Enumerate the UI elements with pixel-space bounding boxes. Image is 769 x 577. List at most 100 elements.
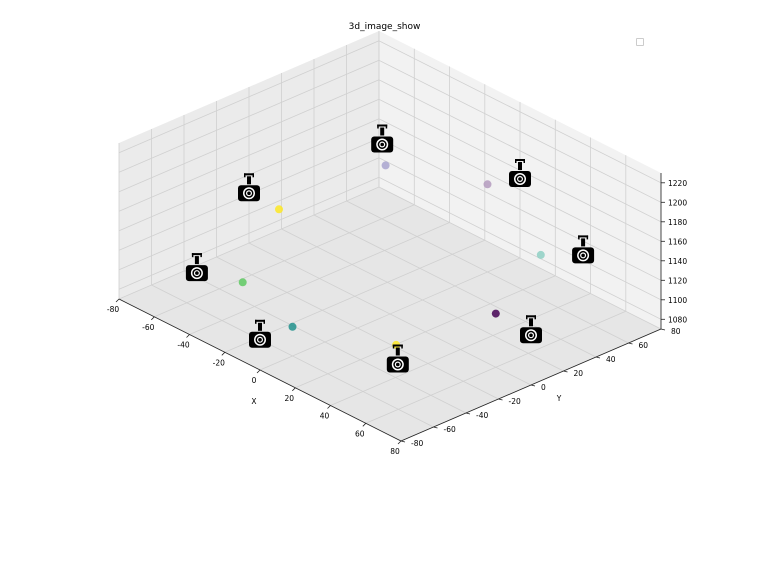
data-point [536,250,545,259]
camera-icon [509,159,531,187]
camera-lens-center [518,177,522,181]
camera-top-bar [515,159,525,161]
camera-top-left [191,253,194,258]
data-point [275,205,283,214]
camera-lens-center [195,271,199,275]
x-tick-label: -20 [213,358,225,367]
x-tick [186,334,190,338]
grid-z-back [378,137,662,281]
y-tick-label: 0 [541,383,546,392]
grid-z-left [118,176,380,290]
y-tick [595,356,601,359]
x-tick-label: 60 [355,429,365,438]
y-tick [628,342,633,345]
camera-lens-center [247,191,251,196]
camera-top-right [252,173,254,178]
y-tick-label: 40 [606,355,616,364]
camera-top-bar [526,315,536,318]
grid-z-left [118,157,380,271]
z-tick-label: 1080 [668,315,687,324]
camera-top-left [578,235,580,240]
camera-top-left [255,319,257,324]
grid-z-back [378,157,662,301]
grid-y-floor [183,270,467,414]
camera-top-right [401,344,403,349]
camera-top-bar [578,235,589,238]
y-tick-label: -20 [509,397,521,406]
camera-icon [386,344,409,373]
camera-top-left [515,159,517,163]
z-tick-label: 1100 [668,296,687,305]
camera-stem [395,347,400,356]
x-tick-label: -80 [107,305,119,314]
camera-top-bar [392,344,403,347]
legend [636,38,644,46]
camera-stem [194,256,199,265]
x-tick-label: 40 [320,412,330,421]
data-point [288,322,297,331]
tick-labels: -80 -60 -40 -20 0 20 40 60 80 -80 -60 -40 -20 0 20 40 60… [107,179,687,456]
x-tick [327,405,331,409]
camera-stem [581,238,586,247]
x-tick [397,440,402,445]
y-tick [465,412,471,415]
camera-stem [247,176,251,185]
x-tick [221,352,226,356]
camera-top-bar [255,319,265,322]
chart-title: 3d_image_show [348,22,421,32]
x-tick [151,316,155,321]
y-tick [498,398,503,401]
y-tick [400,440,406,443]
grid-y-floor [151,284,434,428]
y-tick-label: -40 [476,411,488,420]
camera-icon [520,315,542,344]
camera-icon [572,235,595,264]
camera-icon [371,124,394,153]
grid-y-floor [378,186,662,330]
camera-top-right [200,253,202,258]
z-tick-label: 1120 [668,276,687,285]
grid-z-back [378,118,662,262]
y-tick [433,426,438,429]
camera-lens-center [258,338,262,342]
camera-icon [185,253,208,282]
grid-y-floor [346,200,629,344]
x-tick-label: -60 [142,323,154,332]
y-tick-label: -80 [411,439,423,448]
camera-top-bar [191,253,202,256]
camera-top-left [377,124,379,129]
camera-stem [380,127,385,136]
camera-icon [238,173,260,202]
camera-icon [249,319,271,348]
grid-z-back [378,40,662,184]
data-point [238,278,247,287]
grid-y-floor [216,256,499,400]
camera-top-left [526,315,528,320]
data-point [483,180,492,189]
x-tick [115,298,120,303]
x-tick-label: 0 [252,376,257,385]
camera-lens-center [581,253,585,258]
camera-top-left [244,173,246,178]
y-tick [530,384,536,387]
camera-lens-center [529,333,533,338]
y-axis-label: Y [556,394,562,403]
z-tick-label: 1200 [668,198,687,207]
y-tick [660,328,666,331]
camera-top-right [263,319,265,324]
grid-z-back [378,176,662,320]
grid-z-back [378,79,662,223]
x-tick-label: -40 [177,341,189,350]
camera-top-right [586,235,589,240]
camera-markers [185,124,595,373]
z-tick-label: 1140 [668,257,687,266]
z-tick-label: 1220 [668,179,687,188]
grid-lines [118,31,662,442]
grid-z-back [378,98,662,242]
camera-lens-center [380,142,384,147]
y-tick-label: -60 [444,425,456,434]
y-tick-label: 20 [574,369,584,378]
camera-stem [518,162,522,170]
